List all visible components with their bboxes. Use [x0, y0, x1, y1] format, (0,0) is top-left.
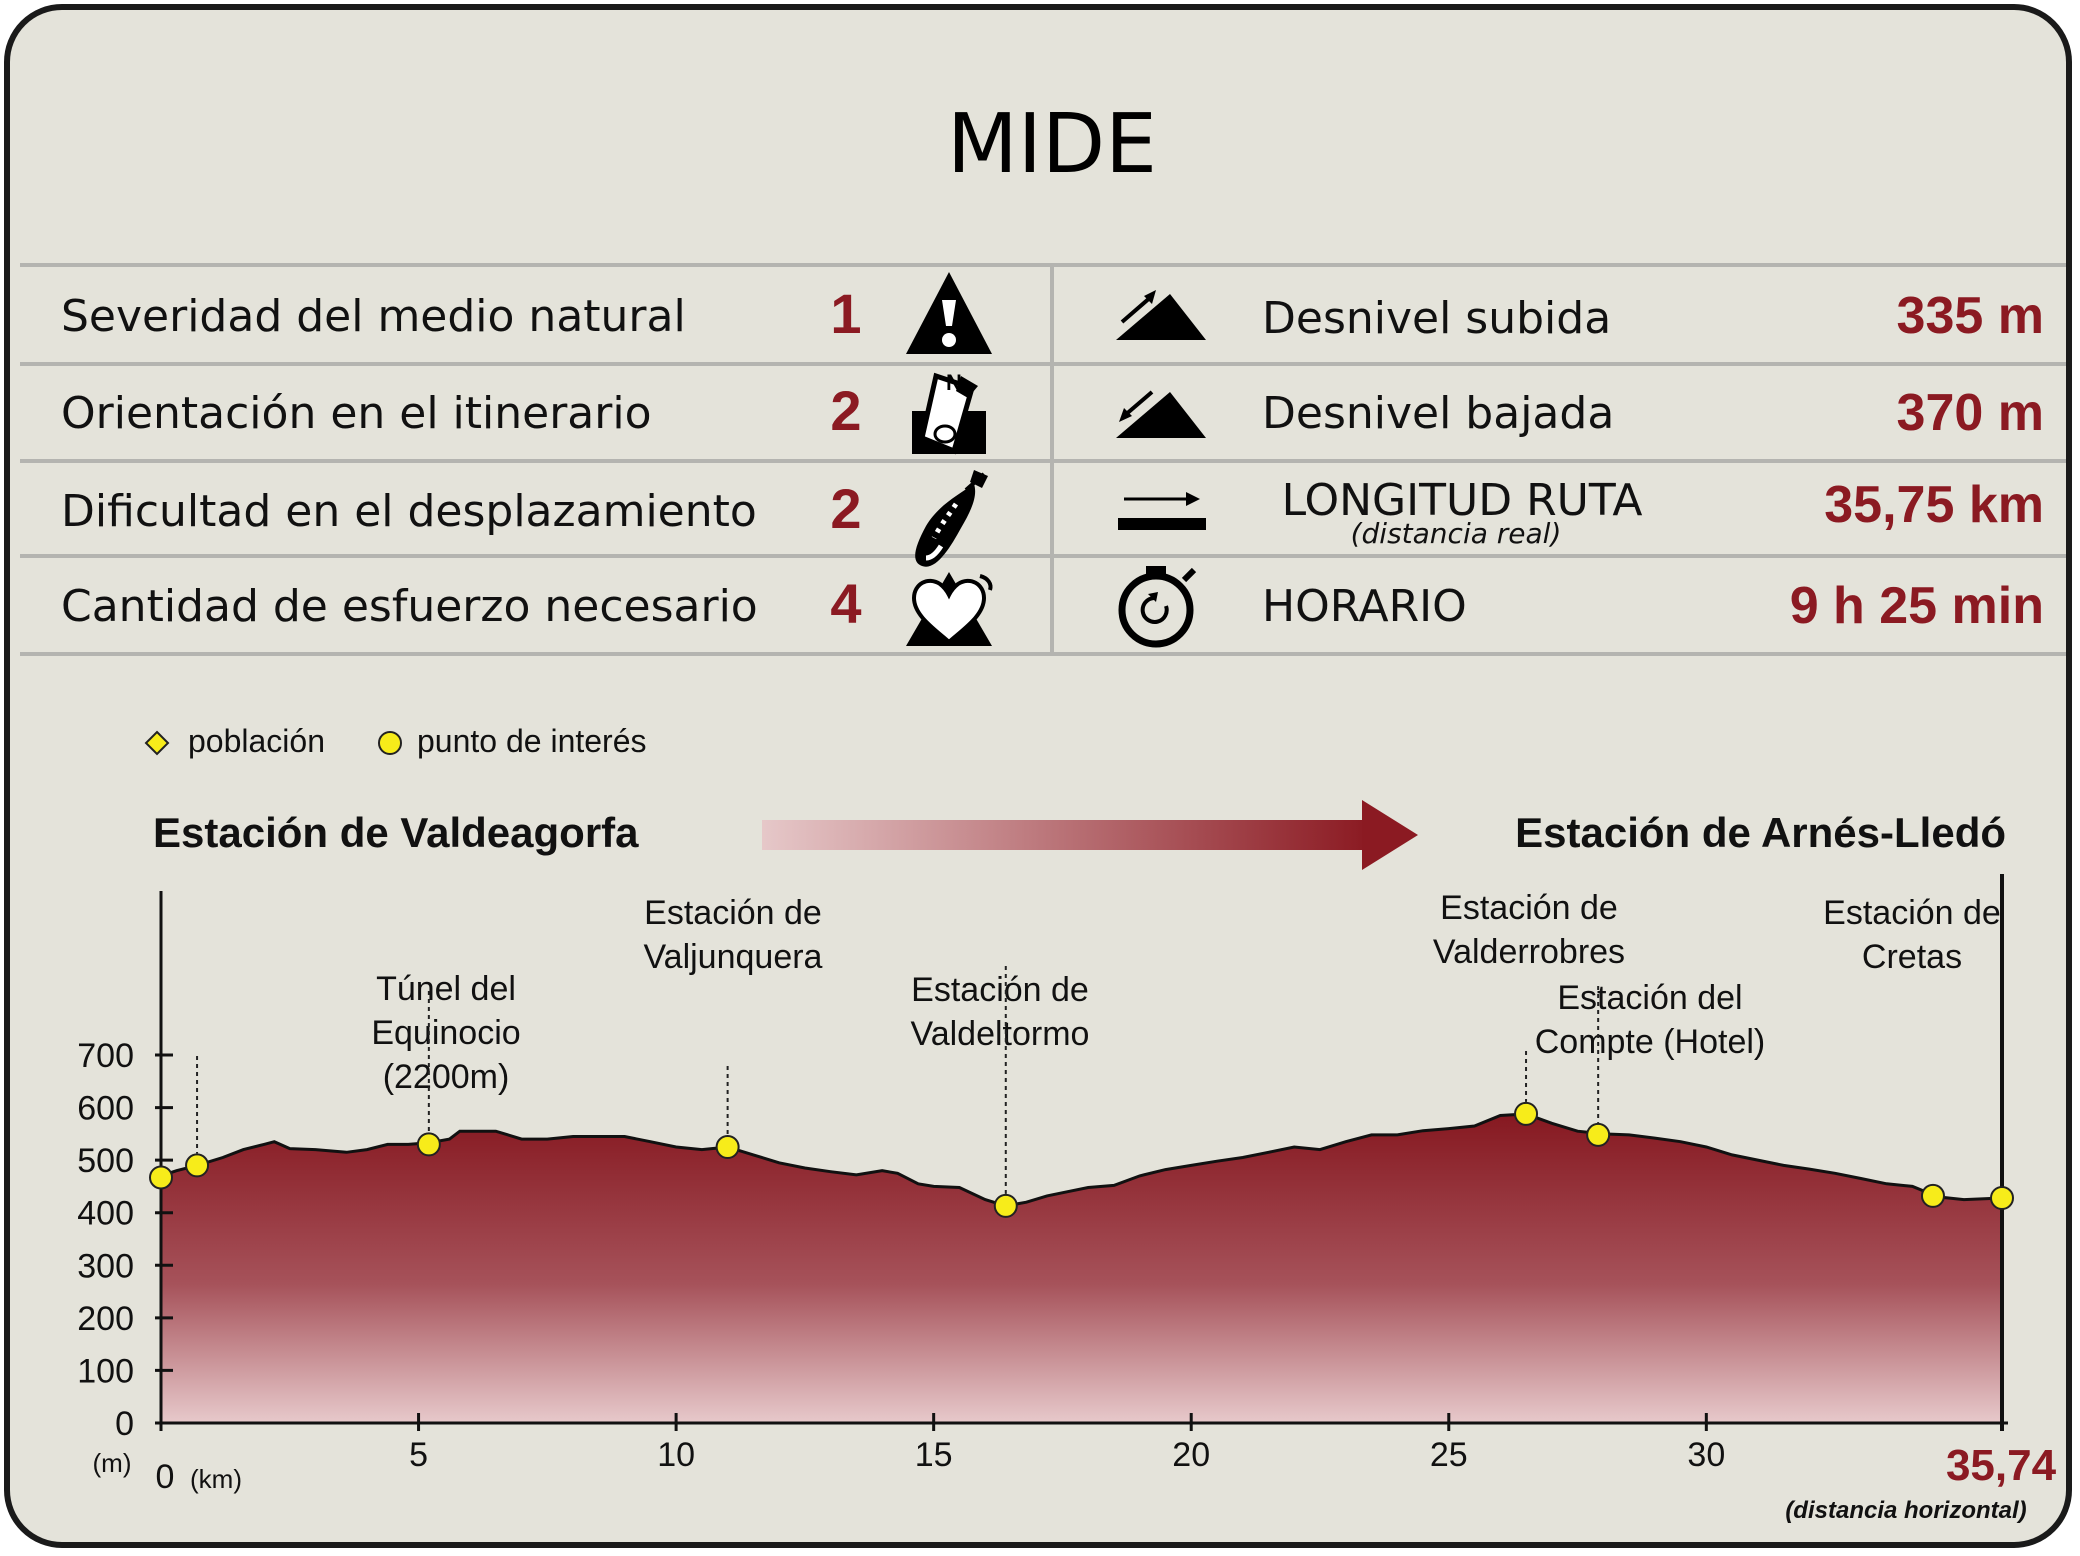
compass-orientation-icon: N [912, 370, 986, 455]
point-label: Valdeltormo [911, 1015, 1090, 1053]
y-tick-label: 300 [77, 1247, 134, 1285]
mide-value: 4 [830, 572, 861, 635]
svg-text:N: N [946, 370, 962, 395]
point-of-interest-marker [416, 1132, 441, 1157]
mide-row: Cantidad de esfuerzo necesario 4 [61, 572, 862, 635]
direction-arrow-icon [762, 800, 1418, 870]
legend-label: punto de interés [417, 723, 647, 759]
point-label: Cretas [1862, 938, 1962, 976]
point-label: (2200m) [383, 1058, 510, 1096]
point-of-interest-marker [149, 1165, 173, 1190]
stat-value: 335 m [1897, 287, 2044, 345]
elevation-chart: 0 100 200 300 400 500 600 700 0 5 10 15 20 25 30 Túnel … [77, 874, 2014, 1496]
x-tick-label: 5 [409, 1436, 428, 1474]
point-of-interest-marker [1920, 1183, 1945, 1208]
page-title: MIDE [947, 97, 1157, 192]
point-label: Valjunquera [644, 938, 823, 976]
chart-start-label: Estación de Valdeagorfa [153, 809, 639, 856]
stat-label: LONGITUD RUTA [1282, 475, 1643, 526]
point-label: Equinocio [371, 1014, 520, 1052]
x-tick-label: 25 [1430, 1436, 1468, 1474]
mide-value: 1 [830, 282, 861, 345]
stat-row: Desnivel bajada 370 m [1262, 384, 2044, 442]
stat-label: Desnivel bajada [1262, 388, 1614, 439]
stat-value: 370 m [1897, 384, 2044, 442]
y-tick-label: 400 [77, 1195, 134, 1233]
x-axis-unit: (km) [190, 1464, 242, 1494]
mide-label: Cantidad de esfuerzo necesario [61, 581, 758, 632]
ascent-icon [1116, 290, 1206, 340]
point-of-interest-marker [1586, 1122, 1611, 1147]
point-label: Estación de [1823, 894, 2001, 932]
elevation-area [161, 1113, 2002, 1423]
point-label: Estación del [1557, 979, 1742, 1017]
diamond-marker-icon [144, 730, 170, 756]
circle-marker-icon [378, 731, 402, 755]
legend: población punto de interés [144, 723, 647, 759]
y-axis-unit: (m) [93, 1448, 132, 1478]
end-distance-caption: (distancia horizontal) [1785, 1497, 2026, 1524]
mide-table-grid [20, 263, 2066, 656]
point-of-interest-marker [1990, 1185, 2014, 1210]
point-of-interest-marker [1514, 1101, 1539, 1126]
stat-label: HORARIO [1262, 581, 1467, 632]
footprint-icon [915, 470, 988, 567]
point-of-interest-marker [993, 1193, 1018, 1218]
x-tick-label: 10 [657, 1436, 695, 1474]
stat-label: Desnivel subida [1262, 293, 1611, 344]
mide-figure: MIDE Severidad del medio natural 1 Orien… [20, 97, 2066, 1524]
y-tick-label: 600 [77, 1090, 134, 1128]
legend-item-poblacion: población [144, 723, 325, 759]
mide-label: Dificultad en el desplazamiento [61, 486, 757, 537]
point-label: Túnel del [376, 970, 516, 1008]
stopwatch-icon [1118, 566, 1197, 648]
stat-sublabel: (distancia real) [1351, 517, 1562, 550]
stat-row: HORARIO 9 h 25 min [1262, 577, 2044, 635]
legend-label: población [188, 723, 325, 759]
x-tick-label: 20 [1172, 1436, 1210, 1474]
mide-row: Orientación en el itinerario 2 [61, 379, 862, 442]
mide-card: MIDE Severidad del medio natural 1 Orien… [4, 4, 2072, 1548]
x-tick-label: 30 [1687, 1436, 1725, 1474]
chart-end-label: Estación de Arnés-Lledó [1515, 809, 2006, 856]
point-label: Estación de [1440, 889, 1618, 927]
mide-value: 2 [830, 477, 861, 540]
y-tick-label: 0 [115, 1405, 134, 1443]
mide-value: 2 [830, 379, 861, 442]
mide-row: Dificultad en el desplazamiento 2 [61, 477, 862, 540]
y-tick-label: 500 [77, 1142, 134, 1180]
y-tick-label: 200 [77, 1300, 134, 1338]
point-of-interest-marker [715, 1135, 740, 1159]
heart-effort-icon [906, 572, 993, 646]
descent-icon [1116, 390, 1206, 438]
stat-row: LONGITUD RUTA (distancia real) 35,75 km [1282, 475, 2044, 550]
x-tick-label: 0 [156, 1458, 175, 1496]
distance-arrow-icon [1118, 492, 1206, 530]
mide-row: Severidad del medio natural 1 [61, 282, 862, 345]
stat-row: Desnivel subida 335 m [1262, 287, 2044, 345]
legend-item-punto-interes: punto de interés [378, 723, 647, 759]
point-label: Valderrobres [1433, 933, 1625, 971]
point-label: Compte (Hotel) [1535, 1023, 1766, 1061]
stat-value: 9 h 25 min [1790, 577, 2044, 635]
y-tick-label: 700 [77, 1037, 134, 1075]
mide-label: Orientación en el itinerario [61, 388, 652, 439]
mide-label: Severidad del medio natural [61, 291, 686, 342]
warning-triangle-icon [906, 272, 992, 354]
point-label: Estación de [911, 971, 1089, 1009]
y-tick-label: 100 [77, 1352, 134, 1390]
point-label: Estación de [644, 894, 822, 932]
point-of-interest-marker [185, 1153, 210, 1178]
stat-value: 35,75 km [1824, 476, 2044, 534]
x-tick-label: 15 [915, 1436, 953, 1474]
end-distance-value: 35,74 [1946, 1441, 2057, 1490]
